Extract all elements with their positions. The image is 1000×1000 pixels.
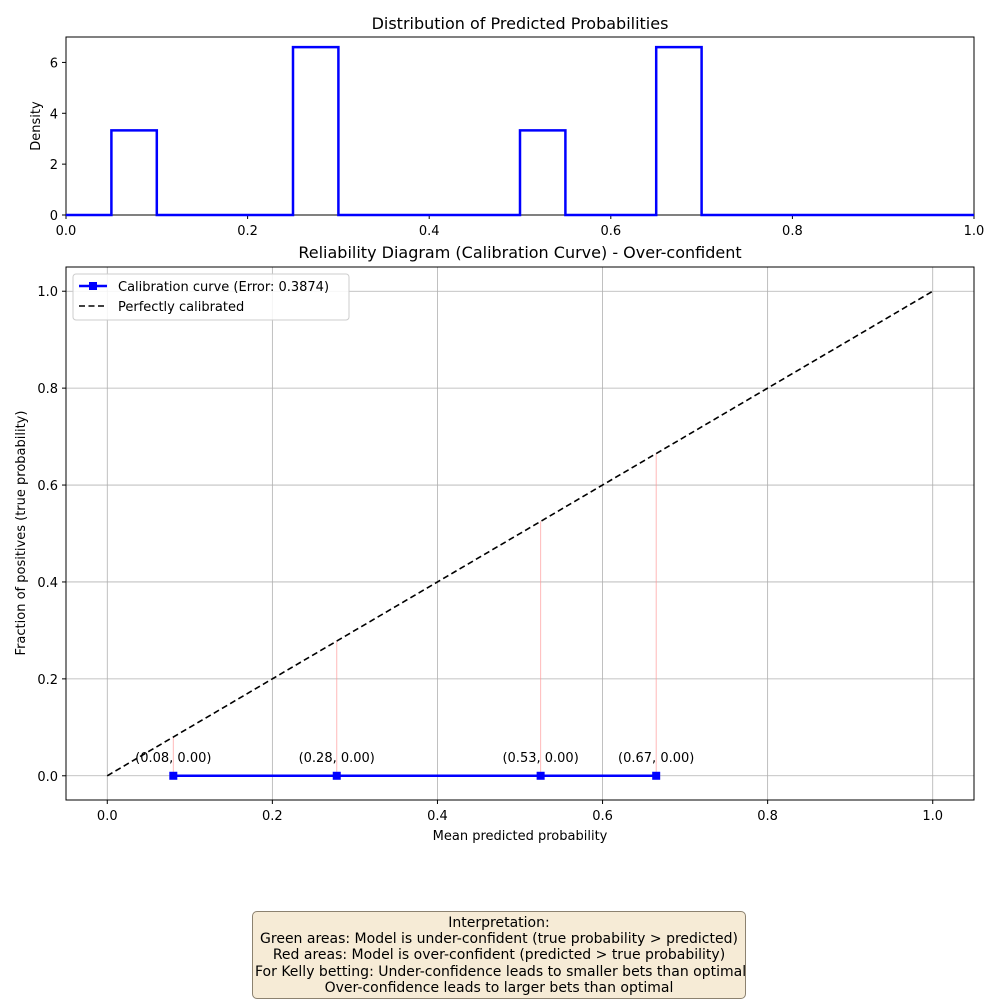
interpretation-heading: Interpretation:: [448, 915, 550, 931]
histogram-x-ticks: 0.0 0.2 0.4 0.6 0.8 1.0: [56, 215, 985, 239]
reliability-plot-area: [65, 266, 975, 801]
calibration-point-label: (0.08, 0.00): [135, 751, 211, 766]
reliability-error-lines: [172, 453, 657, 776]
reliability-y-tick-label: 1.0: [37, 285, 58, 300]
reliability-x-tick-label: 0.8: [757, 809, 778, 824]
reliability-y-tick-label: 0.2: [37, 673, 58, 688]
legend-box: [72, 273, 350, 321]
perfectly-calibrated-line: [106, 290, 934, 777]
reliability-x-axis-label: Mean predicted probability: [433, 829, 608, 844]
histogram-y-tick-label: 0: [50, 209, 58, 224]
reliability-y-tick-label: 0.0: [37, 770, 58, 785]
reliability-y-tick-label: 0.8: [37, 382, 58, 397]
histogram-y-axis-label: Density: [29, 101, 44, 151]
histogram-title: Distribution of Predicted Probabilities: [372, 14, 669, 33]
calibration-point-marker: [652, 771, 661, 780]
histogram-y-ticks: 0 2 4 6: [50, 56, 66, 224]
histogram-y-tick-label: 2: [50, 158, 58, 173]
legend-perfect-label: Perfectly calibrated: [118, 300, 244, 315]
histogram-x-tick-label: 0.8: [782, 224, 803, 239]
reliability-chart: Reliability Diagram (Calibration Curve) …: [14, 243, 975, 844]
histogram-x-tick-label: 0.6: [600, 224, 621, 239]
reliability-y-tick-label: 0.4: [37, 576, 58, 591]
calibration-point-marker: [332, 771, 341, 780]
reliability-x-tick-label: 0.2: [262, 809, 283, 824]
point-labels: (0.08, 0.00) (0.28, 0.00) (0.53, 0.00) (0.6…: [135, 751, 694, 766]
calibration-point-label: (0.53, 0.00): [502, 751, 578, 766]
histogram-y-tick-label: 6: [50, 56, 58, 71]
legend-calibration-marker: [89, 282, 97, 290]
calibration-curve-markers: [169, 771, 661, 780]
reliability-x-tick-label: 0.4: [427, 809, 448, 824]
reliability-x-ticks: 0.0 0.2 0.4 0.6 0.8 1.0: [97, 800, 943, 824]
reliability-y-ticks: 0.0 0.2 0.4 0.6 0.8 1.0: [37, 285, 66, 785]
reliability-x-tick-label: 1.0: [922, 809, 943, 824]
histogram-x-tick-label: 0.4: [419, 224, 440, 239]
calibration-point-label: (0.67, 0.00): [618, 751, 694, 766]
histogram-x-tick-label: 1.0: [964, 224, 985, 239]
histogram-step-outline: [66, 45, 974, 217]
histogram-y-tick-label: 4: [50, 107, 58, 122]
calibration-point-marker: [536, 771, 545, 780]
interpretation-line-green: Green areas: Model is under-confident (t…: [260, 931, 738, 948]
histogram-x-tick-label: 0.2: [237, 224, 258, 239]
reliability-y-tick-label: 0.6: [37, 479, 58, 494]
calibration-point-marker: [169, 771, 178, 780]
reliability-x-tick-label: 0.0: [97, 809, 118, 824]
legend-calibration-label: Calibration curve (Error: 0.3874): [118, 280, 329, 295]
calibration-point-label: (0.28, 0.00): [299, 751, 375, 766]
interpretation-line-red: Red areas: Model is over-confident (pred…: [272, 947, 726, 964]
legend: Calibration curve (Error: 0.3874) Perfec…: [72, 273, 350, 321]
histogram-x-tick-label: 0.0: [56, 224, 77, 239]
reliability-title: Reliability Diagram (Calibration Curve) …: [298, 243, 741, 262]
interpretation-line-overconfidence: Over-confidence leads to larger bets tha…: [324, 979, 674, 996]
histogram-chart: Distribution of Predicted Probabilities …: [29, 14, 984, 239]
interpretation-box: Interpretation: Green areas: Model is un…: [252, 911, 747, 1000]
reliability-x-tick-label: 0.6: [592, 809, 613, 824]
reliability-y-axis-label: Fraction of positives (true probability): [14, 411, 29, 656]
interpretation-line-kelly: For Kelly betting: Under-confidence lead…: [255, 963, 747, 980]
